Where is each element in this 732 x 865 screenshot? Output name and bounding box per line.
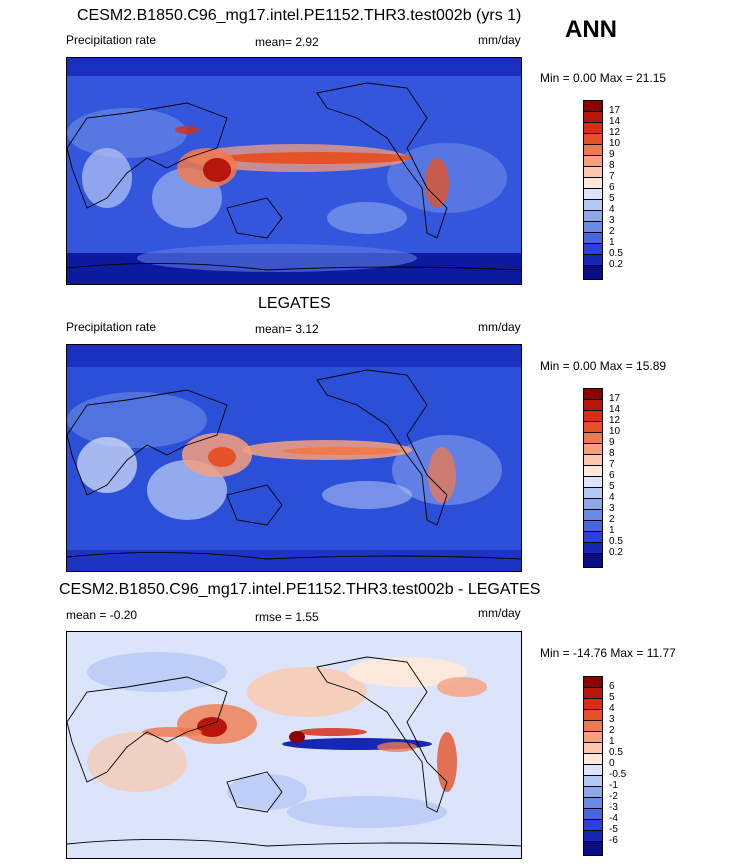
panel2-colorbar-label: 0.5 <box>609 536 623 547</box>
season-label: ANN <box>565 16 617 43</box>
panel3-colorbar-label: 1 <box>609 736 615 747</box>
panel3-colorbar-label: 6 <box>609 681 615 692</box>
panel3-colorbar-label: 4 <box>609 703 615 714</box>
panel1-map <box>66 57 522 285</box>
panel3-colorbar-label: -2 <box>609 791 618 802</box>
panel3-colorbar <box>583 676 603 856</box>
panel3-colorbar-label: -4 <box>609 813 618 824</box>
panel3-map-field <box>67 632 521 858</box>
panel2-colorbar-label: 3 <box>609 503 615 514</box>
panel2-colorbar-label: 9 <box>609 437 615 448</box>
panel3-colorbar-label: 3 <box>609 714 615 725</box>
panel2-colorbar-label: 6 <box>609 470 615 481</box>
panel2-map-field <box>67 345 521 571</box>
panel2-map <box>66 344 522 572</box>
panel2-colorbar-cell <box>583 553 603 568</box>
panel2-colorbar-label: 14 <box>609 404 621 415</box>
panel2-colorbar-label: 1 <box>609 525 615 536</box>
panel1-colorbar-label: 8 <box>609 160 615 171</box>
panel1-colorbar-label: 10 <box>609 138 621 149</box>
panel1-map-field <box>67 58 521 284</box>
panel1-variable-label: Precipitation rate <box>66 33 157 47</box>
panel2-units-label: mm/day <box>478 320 521 334</box>
panel1-units-label: mm/day <box>478 33 521 47</box>
panel3-colorbar-label: -0.5 <box>609 769 627 780</box>
panel3-colorbar-cell <box>583 841 603 856</box>
panel1-colorbar <box>583 100 603 280</box>
panel2-colorbar-label: 7 <box>609 459 615 470</box>
panel1-colorbar-cell <box>583 265 603 280</box>
panel1-colorbar-label: 4 <box>609 204 615 215</box>
panel3-colorbar-label: -1 <box>609 780 618 791</box>
panel3-rmse-label: rmse = 1.55 <box>255 610 319 624</box>
panel1-colorbar-label: 12 <box>609 127 621 138</box>
panel2-title: LEGATES <box>258 295 331 312</box>
panel2-colorbar-label: 4 <box>609 492 615 503</box>
panel2-colorbar-label: 8 <box>609 448 615 459</box>
panel3-units-label: mm/day <box>478 606 521 620</box>
panel2-colorbar <box>583 388 603 568</box>
panel2-colorbar-label: 0.2 <box>609 547 623 558</box>
panel1-minmax-label: Min = 0.00 Max = 21.15 <box>540 71 667 85</box>
panel1-mean-label: mean= 2.92 <box>255 35 319 49</box>
panel1-colorbar-label: 14 <box>609 116 621 127</box>
panel3-colorbar-label: -3 <box>609 802 618 813</box>
panel1-colorbar-label: 6 <box>609 182 615 193</box>
panel2-colorbar-label: 2 <box>609 514 615 525</box>
panel1-colorbar-label: 2 <box>609 226 615 237</box>
panel3-title: CESM2.B1850.C96_mg17.intel.PE1152.THR3.t… <box>59 581 541 598</box>
panel3-mean-label: mean = -0.20 <box>66 608 138 622</box>
panel3-colorbar-label: 0.5 <box>609 747 623 758</box>
panel3-minmax-label: Min = -14.76 Max = 11.77 <box>540 646 676 660</box>
panel2-variable-label: Precipitation rate <box>66 320 157 334</box>
panel2-colorbar-label: 12 <box>609 415 621 426</box>
panel1-colorbar-label: 0.5 <box>609 248 623 259</box>
panel1-title: CESM2.B1850.C96_mg17.intel.PE1152.THR3.t… <box>77 7 522 24</box>
panel1-colorbar-label: 0.2 <box>609 259 623 270</box>
panel1-colorbar-label: 3 <box>609 215 615 226</box>
panel1-colorbar-label: 17 <box>609 105 621 116</box>
panel3-colorbar-label: 5 <box>609 692 615 703</box>
panel2-colorbar-label: 17 <box>609 393 621 404</box>
panel2-colorbar-label: 5 <box>609 481 615 492</box>
panel2-colorbar-label: 10 <box>609 426 621 437</box>
panel3-colorbar-label: -6 <box>609 835 618 846</box>
panel1-colorbar-label: 7 <box>609 171 615 182</box>
panel1-colorbar-label: 9 <box>609 149 615 160</box>
panel1-colorbar-label: 1 <box>609 237 615 248</box>
panel2-minmax-label: Min = 0.00 Max = 15.89 <box>540 359 667 373</box>
panel3-colorbar-label: -5 <box>609 824 618 835</box>
panel1-colorbar-label: 5 <box>609 193 615 204</box>
panel2-mean-label: mean= 3.12 <box>255 322 319 336</box>
panel3-colorbar-label: 2 <box>609 725 615 736</box>
panel3-map <box>66 631 522 859</box>
panel3-colorbar-label: 0 <box>609 758 615 769</box>
